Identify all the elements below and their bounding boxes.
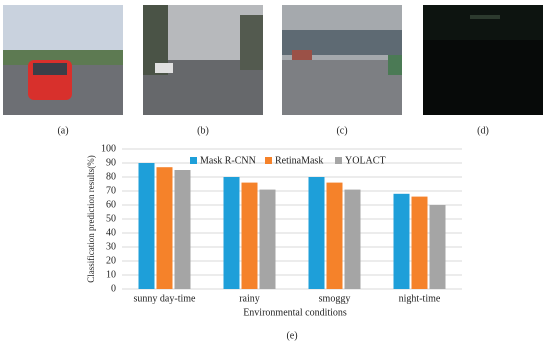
bar bbox=[429, 205, 446, 289]
y-tick-label: 70 bbox=[106, 185, 116, 196]
bar bbox=[326, 182, 343, 289]
y-tick-label: 60 bbox=[106, 199, 116, 210]
bar bbox=[156, 167, 173, 289]
y-tick-label: 0 bbox=[111, 283, 116, 294]
legend-swatch bbox=[265, 157, 272, 164]
legend-swatch bbox=[190, 157, 197, 164]
bar bbox=[138, 163, 155, 289]
bar bbox=[259, 189, 276, 289]
y-tick-label: 10 bbox=[106, 269, 116, 280]
panel-label: (d) bbox=[477, 125, 489, 136]
photo-b bbox=[143, 5, 263, 115]
panel-label: (c) bbox=[336, 125, 347, 136]
photo-d bbox=[423, 5, 543, 115]
bar bbox=[241, 182, 258, 289]
bar bbox=[308, 177, 325, 289]
panel-label: (b) bbox=[197, 125, 209, 136]
y-tick-label: 80 bbox=[106, 171, 116, 182]
legend-label: Mask R-CNN bbox=[200, 155, 256, 166]
x-tick-label: smoggy bbox=[319, 293, 351, 304]
bar bbox=[393, 193, 410, 289]
legend-label: YOLACT bbox=[345, 155, 386, 166]
bar bbox=[223, 177, 240, 289]
y-tick-label: 40 bbox=[106, 227, 116, 238]
panel-label: (a) bbox=[57, 125, 68, 136]
y-tick-label: 20 bbox=[106, 255, 116, 266]
photo-a bbox=[3, 5, 123, 115]
bar bbox=[174, 170, 191, 289]
x-tick-label: rainy bbox=[239, 293, 260, 304]
y-axis-label: Classification prediction results(%) bbox=[86, 155, 96, 282]
bar bbox=[344, 189, 361, 289]
x-tick-label: sunny day-time bbox=[134, 293, 196, 304]
y-tick-label: 30 bbox=[106, 241, 116, 252]
panel-label: (e) bbox=[286, 330, 297, 341]
legend-swatch bbox=[335, 157, 342, 164]
photo-c bbox=[282, 5, 402, 115]
x-axis-label: Environmental conditions bbox=[243, 307, 347, 318]
bar bbox=[411, 196, 428, 289]
legend-label: RetinaMask bbox=[275, 155, 323, 166]
x-tick-label: night-time bbox=[399, 293, 441, 304]
y-tick-label: 50 bbox=[106, 213, 116, 224]
y-tick-label: 100 bbox=[101, 143, 116, 154]
y-tick-label: 90 bbox=[106, 157, 116, 168]
